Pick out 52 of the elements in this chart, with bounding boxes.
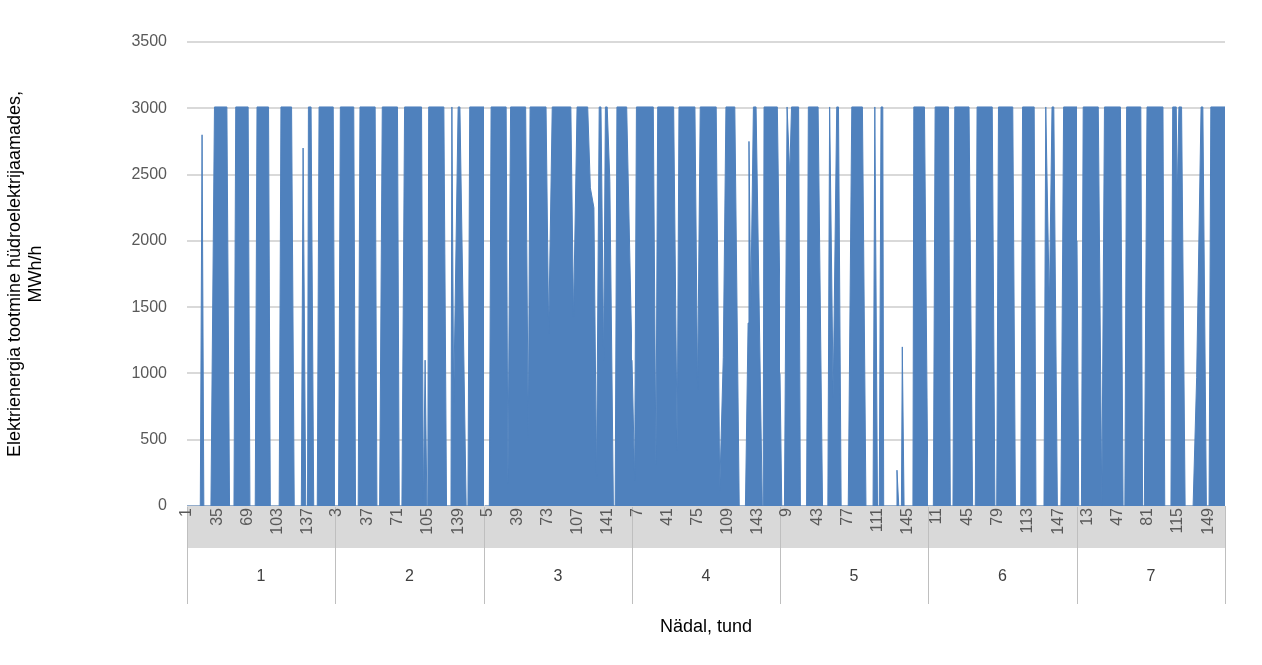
y-axis-title: Elektrienergia tootmine hüdroelektrijaamades, MWh/h (3, 90, 46, 458)
x-tick-label: 3 (327, 507, 345, 517)
x-axis-title: 7 (1146, 566, 1156, 584)
x-tick-label: 9 (777, 507, 795, 517)
x-tick-label: 111 (867, 507, 885, 533)
y-tick-label: 3500 (131, 32, 168, 50)
y-tick-label: 0 (158, 496, 168, 514)
y-tick-label: 2000 (131, 231, 168, 249)
x-tick-label: 39 (508, 507, 526, 526)
x-tick-label: 103 (267, 507, 285, 535)
x-tick-label: 71 (387, 507, 405, 526)
x-tick-label: 147 (1048, 507, 1066, 535)
x-tick-label: 5 (477, 507, 495, 517)
x-tick-label: 77 (837, 507, 855, 526)
x-tick-label: 13 (1078, 507, 1096, 526)
x-tick-label: 113 (1018, 507, 1036, 534)
y-tick-label: 3000 (131, 98, 168, 116)
y-tick-label: 2500 (131, 164, 168, 182)
x-tick-label: 43 (807, 507, 825, 526)
x-tick-label: 137 (297, 507, 315, 535)
x-tick-label: 45 (957, 507, 975, 526)
x-tick-label: 7 (627, 507, 645, 517)
x-tick-label: 149 (1198, 507, 1216, 535)
x-tick-label: 47 (1108, 507, 1126, 526)
x-axis-title: 1 (256, 566, 266, 584)
x-tick-label: 1 (177, 507, 195, 517)
x-axis-title: 3 (553, 566, 563, 584)
y-tick-label: 1000 (131, 363, 168, 381)
x-tick-label: 145 (898, 507, 916, 535)
x-tick-label: 37 (357, 507, 375, 526)
y-tick-label: 1500 (131, 297, 168, 315)
x-axis-title: 2 (405, 566, 415, 584)
x-tick-label: 115 (1168, 507, 1186, 534)
x-tick-label: 143 (748, 507, 766, 535)
x-tick-label: 79 (988, 507, 1005, 526)
x-tick-label: 75 (687, 507, 705, 526)
x-tick-label: 109 (718, 507, 736, 535)
x-tick-label: 35 (207, 507, 225, 526)
x-tick-label: 81 (1138, 507, 1156, 526)
x-tick-label: 107 (568, 507, 586, 535)
x-axis-title: 5 (849, 566, 859, 584)
y-tick-label: 500 (140, 430, 168, 448)
x-axis-title: 6 (998, 566, 1008, 584)
x-tick-label: 69 (237, 507, 255, 526)
x-tick-label: 11 (927, 507, 945, 525)
x-axis-title: 4 (701, 566, 711, 584)
x-tick-label: 139 (448, 507, 466, 535)
text: Nädal, tund (659, 616, 753, 637)
x-tick-label: 141 (598, 507, 616, 535)
x-tick-label: 41 (657, 507, 675, 526)
x-tick-label: 105 (418, 507, 436, 535)
x-tick-label: 73 (538, 507, 556, 526)
